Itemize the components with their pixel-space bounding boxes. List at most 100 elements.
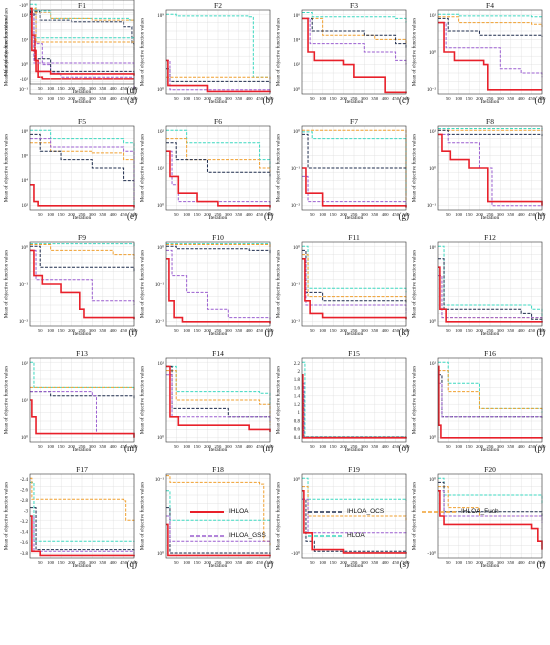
series-ihloa-gss-f5 [30, 138, 135, 200]
y-axis-label-f8: Mean of objective function values [412, 133, 418, 203]
legend: IHLOA IHLOA_OCS IHLOA_Fuch IHLOA_GSS HLO… [190, 508, 530, 542]
xtick-label-f4: 400 [518, 96, 526, 101]
ytick-label-f17: -3.4 [20, 531, 28, 536]
series-hloa-f15 [302, 361, 407, 438]
ytick-label-f19: -10⁰ [291, 551, 300, 557]
x-axis-label-f18: Iteration [208, 563, 228, 569]
xtick-label-f6: 500 [267, 212, 275, 217]
xtick-label-f18: 400 [246, 560, 254, 565]
frame-f2 [165, 9, 271, 95]
xtick-label-f8: 300 [497, 212, 505, 217]
xtick-label-f21: 450 [120, 86, 128, 91]
series-ihloa-f8 [438, 133, 543, 206]
xtick-label-f14: 500 [267, 444, 275, 449]
xtick-label-f9: 50 [38, 328, 43, 333]
panel-title-f15: F15 [348, 349, 360, 358]
panel-letter-f4: (d) [534, 95, 546, 105]
xtick-label-f1: 300 [89, 96, 97, 101]
panel-letter-f12: (l) [536, 327, 546, 337]
series-ihloa-ocs-f5 [30, 133, 135, 202]
xtick-label-f5: 400 [110, 212, 118, 217]
ytick-label-f11: 10⁻² [291, 319, 301, 325]
legend-label-ihloa: IHLOA [229, 508, 249, 515]
xtick-label-f11: 450 [392, 328, 400, 333]
plot-f6: 10² 10¹ 10⁰ 50 100 150 200 250 300 350 400 450 500 [157, 125, 274, 217]
xtick-label-f15: 300 [361, 444, 369, 449]
legend-swatch-hloa [308, 534, 342, 537]
ytick-label-f3: 10⁰ [293, 87, 300, 93]
xtick-label-f1: 400 [110, 96, 118, 101]
series-ihloa-gss-f4 [438, 22, 543, 78]
plot-f11: 10⁰ 10⁻¹ 10⁻² 50 100 150 200 250 300 350 400 450 500 [291, 241, 410, 333]
frame-f21 [29, 0, 135, 85]
series-ihloa-f21 [30, 7, 135, 76]
x-axis-label-f11: Iteration [344, 331, 364, 337]
xtick-label-f8: 400 [518, 212, 526, 217]
xtick-label-f2: 300 [225, 96, 233, 101]
xtick-label-f4: 200 [476, 96, 484, 101]
ytick-label-f15: 1.4 [294, 395, 301, 400]
plot-f20: 10⁰ -10⁰ 50 100 150 200 250 300 350 400 450 500 [427, 473, 546, 565]
ytick-label-f3: 10⁴ [293, 37, 300, 43]
xtick-label-f10: 50 [174, 328, 179, 333]
xtick-label-f5: 50 [38, 212, 43, 217]
ytick-label-f18: 10⁰ [157, 551, 164, 557]
xtick-label-f10: 400 [246, 328, 254, 333]
xtick-label-f12: 200 [476, 328, 484, 333]
panel-letter-f21: (u) [126, 85, 138, 95]
xtick-label-f18: 250 [214, 560, 222, 565]
xtick-label-f11: 250 [350, 328, 358, 333]
ytick-label-f15: 2 [298, 370, 301, 375]
series-ihloa-f3 [302, 17, 407, 94]
ytick-label-f17: -3.8 [20, 552, 28, 557]
panel-f17: F17 -2.4 -2.6 -2.8 -3 -3.2 -3.4 -3.6 -3.8 50 100 15… [5, 466, 139, 570]
xtick-label-f12: 250 [486, 328, 494, 333]
xtick-label-f20: 400 [518, 560, 526, 565]
xtick-label-f13: 350 [99, 444, 107, 449]
frame-f3 [301, 9, 407, 95]
xtick-label-f7: 50 [310, 212, 315, 217]
xtick-label-f18: 50 [174, 560, 179, 565]
panel-letter-f14: (n) [262, 443, 274, 453]
xtick-label-f3: 500 [403, 96, 411, 101]
xtick-label-f5: 200 [68, 212, 76, 217]
series-hloa-f4 [438, 13, 543, 19]
ytick-label-f15: 0.4 [294, 436, 301, 441]
xtick-label-f7: 200 [340, 212, 348, 217]
ytick-label-f6: 10¹ [158, 166, 165, 172]
xtick-label-f15: 150 [330, 444, 338, 449]
ytick-label-f17: -2.8 [20, 499, 28, 504]
series-hloa-f2 [166, 13, 271, 79]
series-ihloa-ocs-f19 [302, 498, 407, 553]
ytick-label-f15: 2.2 [294, 362, 301, 367]
xtick-label-f19: 200 [340, 560, 348, 565]
xtick-label-f8: 50 [446, 212, 451, 217]
ytick-label-f7: 10⁻² [291, 203, 301, 209]
panel-letter-f1: (a) [127, 95, 137, 105]
xtick-label-f3: 400 [382, 96, 390, 101]
xtick-label-f9: 300 [89, 328, 97, 333]
series-ihloa-gss-f1 [30, 13, 135, 90]
frame-f11 [301, 241, 407, 327]
ytick-label-f20: -10⁰ [427, 551, 436, 557]
xtick-label-f10: 300 [225, 328, 233, 333]
x-axis-label-f16: Iteration [480, 447, 500, 453]
xtick-label-f15: 200 [340, 444, 348, 449]
ytick-label-f10: 10⁻² [155, 319, 165, 325]
ytick-label-f19: 10⁰ [293, 477, 300, 483]
x-axis-label-f10: Iteration [208, 331, 228, 337]
y-axis-label-f3: Mean of objective function values [276, 17, 282, 87]
ytick-label-f16: 10¹ [430, 361, 437, 367]
x-axis-label-f9: Iteration [72, 331, 92, 337]
ytick-label-f4: 10¹ [430, 13, 437, 19]
series-ihloa-fuch-f4 [438, 16, 543, 27]
panel-f13: F13 10² 10¹ 10⁰ 50 100 150 200 250 300 350 400 450 50… [5, 350, 139, 454]
series-hloa-f5 [30, 129, 135, 206]
legend-swatch-ihloa-fuch [422, 510, 456, 513]
panel-f20: F20 10⁰ -10⁰ 50 100 150 200 250 300 350 400 450 500 I… [413, 466, 547, 570]
y-axis-label-f11: Mean of objective function values [276, 249, 282, 319]
ytick-label-f7: 10⁻¹ [291, 166, 301, 172]
series-ihloa-fuch-f3 [302, 17, 407, 44]
xtick-label-f12: 50 [446, 328, 451, 333]
ytick-label-f5: 10² [22, 203, 29, 209]
